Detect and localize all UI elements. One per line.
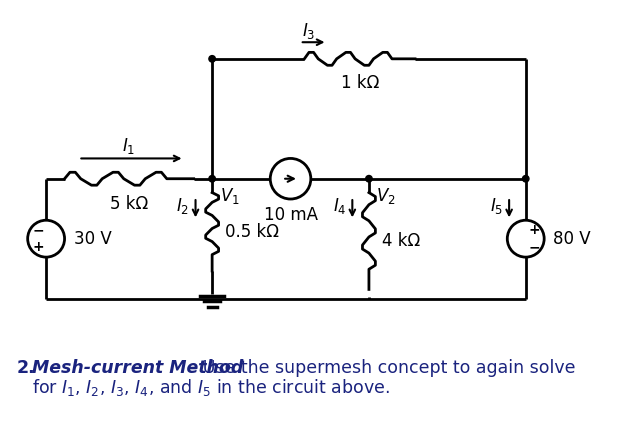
Text: $\mathit{I}_3$: $\mathit{I}_3$ bbox=[303, 21, 315, 41]
Text: $\mathit{I}_2$: $\mathit{I}_2$ bbox=[176, 196, 189, 216]
Text: – Use the supermesh concept to again solve: – Use the supermesh concept to again sol… bbox=[183, 359, 575, 376]
Text: $V_1$: $V_1$ bbox=[219, 186, 239, 206]
Text: $\mathit{I}_5$: $\mathit{I}_5$ bbox=[490, 196, 503, 216]
Text: $\mathit{I}_4$: $\mathit{I}_4$ bbox=[333, 196, 346, 216]
Text: −: − bbox=[33, 223, 45, 237]
Text: $V_2$: $V_2$ bbox=[376, 186, 396, 206]
Text: $\mathit{I}_1$: $\mathit{I}_1$ bbox=[122, 136, 136, 157]
Text: for $I_1$, $I_2$, $I_3$, $I_4$, and $I_5$ in the circuit above.: for $I_1$, $I_2$, $I_3$, $I_4$, and $I_5… bbox=[32, 377, 390, 398]
Text: +: + bbox=[33, 240, 45, 254]
Text: −: − bbox=[528, 240, 540, 254]
Text: 1 kΩ: 1 kΩ bbox=[340, 74, 379, 91]
Text: 0.5 kΩ: 0.5 kΩ bbox=[225, 223, 279, 241]
Text: 30 V: 30 V bbox=[74, 230, 112, 248]
Circle shape bbox=[366, 175, 372, 182]
Text: +: + bbox=[528, 223, 540, 237]
Text: 2.: 2. bbox=[17, 359, 35, 376]
Text: Mesh-current Method: Mesh-current Method bbox=[32, 359, 244, 376]
Circle shape bbox=[209, 56, 215, 62]
Circle shape bbox=[522, 175, 529, 182]
Circle shape bbox=[209, 175, 215, 182]
Text: 4 kΩ: 4 kΩ bbox=[382, 232, 420, 250]
Text: 80 V: 80 V bbox=[553, 230, 591, 248]
Text: 10 mA: 10 mA bbox=[263, 206, 317, 224]
Text: 5 kΩ: 5 kΩ bbox=[110, 195, 148, 213]
